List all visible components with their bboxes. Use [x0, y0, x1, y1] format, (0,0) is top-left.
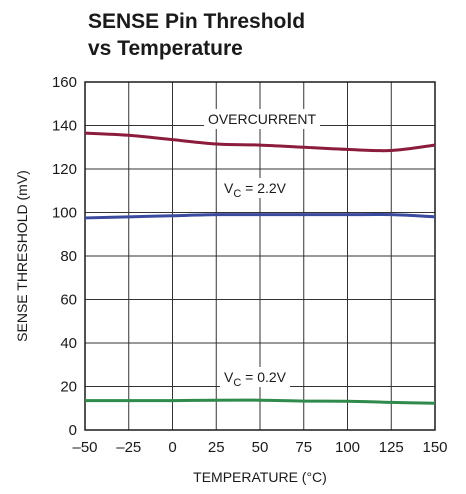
y-tick-label: 80 — [60, 248, 77, 265]
x-tick-label: –50 — [72, 439, 97, 456]
x-tick-label: 150 — [422, 439, 447, 456]
series-label: VC = 0.2V — [224, 369, 287, 389]
series-label: VC = 2.2V — [224, 180, 287, 200]
series-line — [85, 398, 436, 405]
label-part: = 0.2V — [241, 369, 286, 385]
x-tick-label: 100 — [335, 439, 360, 456]
label-part: C — [233, 377, 241, 389]
y-tick-label: 0 — [69, 422, 77, 439]
x-tick-label: 50 — [252, 439, 269, 456]
label-part: C — [233, 188, 241, 200]
label-part: V — [224, 180, 234, 196]
y-tick-label: 100 — [52, 205, 77, 222]
y-tick-label: 40 — [60, 335, 77, 352]
label-part: = 2.2V — [241, 180, 286, 196]
y-tick-label: 160 — [52, 74, 77, 91]
x-tick-label: 0 — [168, 439, 176, 456]
series-line — [84, 213, 436, 220]
x-tick-label: 25 — [208, 439, 225, 456]
label-background — [219, 367, 291, 387]
series-label: OVERCURRENT — [208, 111, 317, 127]
y-tick-label: 20 — [60, 379, 77, 396]
plot-frame — [84, 81, 436, 431]
x-axis-label: TEMPERATURE (°C) — [193, 469, 327, 485]
label-background — [219, 178, 291, 198]
chart-title: vs Temperature — [88, 37, 243, 60]
y-tick-label: 140 — [52, 118, 77, 135]
x-tick-label: 75 — [295, 439, 312, 456]
chart-title: SENSE Pin Threshold — [88, 10, 305, 33]
x-tick-label: 125 — [379, 439, 404, 456]
label-background — [203, 109, 321, 129]
x-tick-label: –25 — [116, 439, 141, 456]
y-tick-label: 60 — [60, 292, 77, 309]
label-part: V — [224, 369, 234, 385]
series-line — [84, 131, 436, 153]
y-tick-label: 120 — [52, 161, 77, 178]
y-axis-label: SENSE THRESHOLD (mV) — [14, 170, 30, 342]
